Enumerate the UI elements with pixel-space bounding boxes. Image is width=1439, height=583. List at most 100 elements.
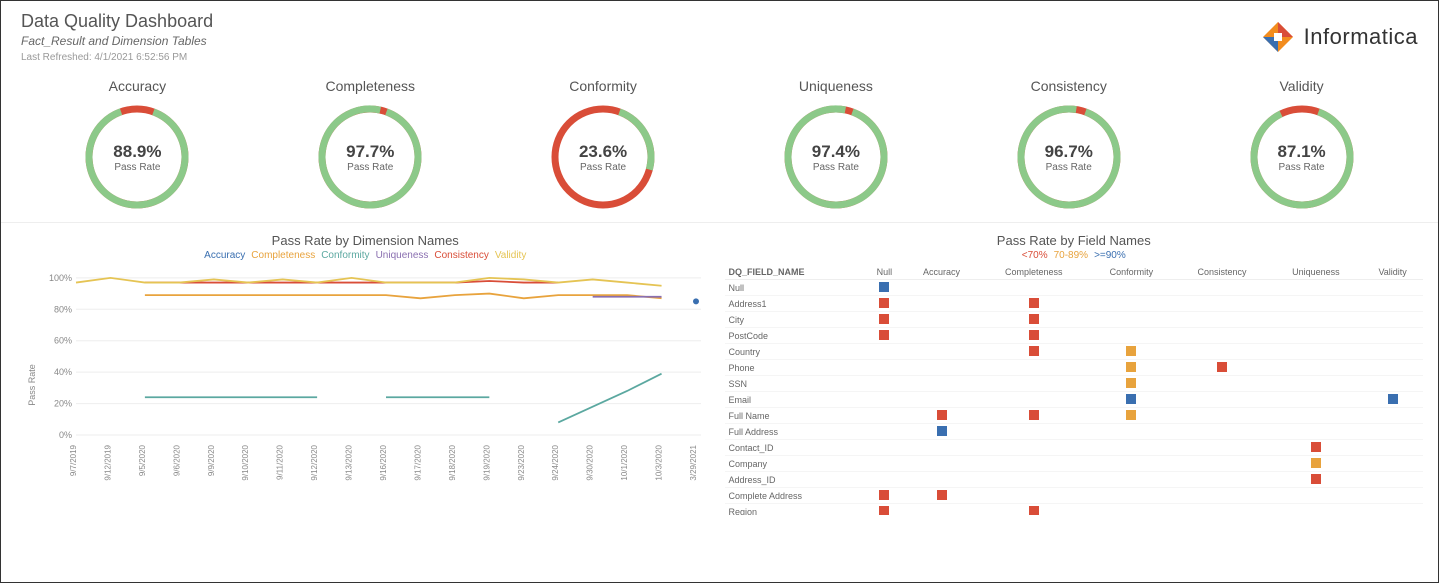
page-title: Data Quality Dashboard bbox=[21, 11, 213, 32]
svg-text:9/6/2020: 9/6/2020 bbox=[172, 444, 181, 476]
matrix-cell bbox=[1270, 392, 1363, 408]
matrix-col-consistency[interactable]: Consistency bbox=[1174, 265, 1269, 280]
matrix-cell bbox=[1088, 456, 1174, 472]
table-row[interactable]: Contact_ID bbox=[725, 440, 1424, 456]
matrix-col-null[interactable]: Null bbox=[865, 265, 904, 280]
matrix-legend-item[interactable]: <70% bbox=[1022, 250, 1048, 261]
row-name: Null bbox=[725, 280, 865, 296]
table-row[interactable]: Full Address bbox=[725, 424, 1424, 440]
table-row[interactable]: Company bbox=[725, 456, 1424, 472]
matrix-cell bbox=[904, 408, 979, 424]
matrix-cell bbox=[1088, 408, 1174, 424]
row-name: Full Address bbox=[725, 424, 865, 440]
matrix-cell bbox=[1270, 296, 1363, 312]
matrix-cell bbox=[979, 360, 1088, 376]
gauge-completeness[interactable]: Completeness 97.7% Pass Rate bbox=[270, 78, 470, 212]
legend-accuracy[interactable]: Accuracy bbox=[204, 250, 245, 261]
matrix-col-conformity[interactable]: Conformity bbox=[1088, 265, 1174, 280]
gauge-value: 87.1% bbox=[1277, 142, 1325, 162]
matrix-cell bbox=[1362, 344, 1423, 360]
matrix-col-accuracy[interactable]: Accuracy bbox=[904, 265, 979, 280]
matrix-cell bbox=[1088, 328, 1174, 344]
table-row[interactable]: Email bbox=[725, 392, 1424, 408]
matrix-cell bbox=[1270, 376, 1363, 392]
matrix-cell bbox=[1362, 408, 1423, 424]
gauge-value: 97.4% bbox=[812, 142, 860, 162]
gauge-title: Completeness bbox=[325, 78, 415, 94]
gauge-label: Pass Rate bbox=[813, 162, 859, 173]
matrix-cell bbox=[865, 424, 904, 440]
gauge-consistency[interactable]: Consistency 96.7% Pass Rate bbox=[969, 78, 1169, 212]
gauge-label: Pass Rate bbox=[580, 162, 626, 173]
table-row[interactable]: Null bbox=[725, 280, 1424, 296]
matrix-cell bbox=[1088, 376, 1174, 392]
gauge-uniqueness[interactable]: Uniqueness 97.4% Pass Rate bbox=[736, 78, 936, 212]
matrix-cell bbox=[865, 392, 904, 408]
matrix-cell bbox=[1088, 360, 1174, 376]
table-row[interactable]: Complete Address bbox=[725, 488, 1424, 504]
matrix-cell bbox=[1088, 440, 1174, 456]
matrix-cell bbox=[865, 280, 904, 296]
matrix-col-completeness[interactable]: Completeness bbox=[979, 265, 1088, 280]
line-chart[interactable]: 0%20%40%60%80%100%9/7/20199/12/20199/5/2… bbox=[46, 265, 706, 490]
matrix-cell bbox=[865, 328, 904, 344]
matrix-col-validity[interactable]: Validity bbox=[1362, 265, 1423, 280]
matrix-cell bbox=[1088, 504, 1174, 516]
svg-text:40%: 40% bbox=[54, 367, 72, 377]
legend-completeness[interactable]: Completeness bbox=[251, 250, 315, 261]
legend-uniqueness[interactable]: Uniqueness bbox=[376, 250, 429, 261]
matrix-cell bbox=[904, 488, 979, 504]
matrix-cell bbox=[1270, 312, 1363, 328]
matrix-cell bbox=[1362, 472, 1423, 488]
gauge-title: Validity bbox=[1280, 78, 1324, 94]
svg-text:9/18/2020: 9/18/2020 bbox=[448, 444, 457, 480]
matrix-cell bbox=[904, 456, 979, 472]
matrix-cell bbox=[1270, 360, 1363, 376]
gauge-accuracy[interactable]: Accuracy 88.9% Pass Rate bbox=[37, 78, 237, 212]
table-row[interactable]: Region bbox=[725, 504, 1424, 516]
legend-conformity[interactable]: Conformity bbox=[321, 250, 369, 261]
table-row[interactable]: Phone bbox=[725, 360, 1424, 376]
matrix-cell bbox=[904, 280, 979, 296]
matrix-cell bbox=[1362, 280, 1423, 296]
matrix-cell bbox=[1174, 296, 1269, 312]
legend-validity[interactable]: Validity bbox=[495, 250, 527, 261]
table-row[interactable]: PostCode bbox=[725, 328, 1424, 344]
matrix-cell bbox=[904, 392, 979, 408]
matrix-cell bbox=[865, 504, 904, 516]
table-row[interactable]: City bbox=[725, 312, 1424, 328]
legend-consistency[interactable]: Consistency bbox=[434, 250, 488, 261]
matrix-cell bbox=[1270, 424, 1363, 440]
table-row[interactable]: Address_ID bbox=[725, 472, 1424, 488]
svg-text:9/13/2020: 9/13/2020 bbox=[345, 444, 354, 480]
matrix-cell bbox=[1362, 360, 1423, 376]
matrix-cell bbox=[1088, 424, 1174, 440]
matrix-rowheader: DQ_FIELD_NAME bbox=[725, 265, 865, 280]
matrix-legend-item[interactable]: 70-89% bbox=[1054, 250, 1088, 261]
row-name: Full Name bbox=[725, 408, 865, 424]
svg-text:9/17/2020: 9/17/2020 bbox=[413, 444, 422, 480]
matrix-table[interactable]: DQ_FIELD_NAMENullAccuracyCompletenessCon… bbox=[725, 265, 1424, 515]
table-row[interactable]: Country bbox=[725, 344, 1424, 360]
svg-text:10/1/2020: 10/1/2020 bbox=[620, 444, 629, 480]
gauge-validity[interactable]: Validity 87.1% Pass Rate bbox=[1202, 78, 1402, 212]
row-name: Complete Address bbox=[725, 488, 865, 504]
table-row[interactable]: Full Name bbox=[725, 408, 1424, 424]
table-row[interactable]: Address1 bbox=[725, 296, 1424, 312]
gauge-conformity[interactable]: Conformity 23.6% Pass Rate bbox=[503, 78, 703, 212]
row-name: City bbox=[725, 312, 865, 328]
matrix-legend-item[interactable]: >=90% bbox=[1094, 250, 1126, 261]
matrix-col-uniqueness[interactable]: Uniqueness bbox=[1270, 265, 1363, 280]
y-axis-label: Pass Rate bbox=[27, 364, 37, 406]
gauge-title: Uniqueness bbox=[799, 78, 873, 94]
svg-text:9/16/2020: 9/16/2020 bbox=[379, 444, 388, 480]
gauge-label: Pass Rate bbox=[114, 162, 160, 173]
matrix-cell bbox=[1174, 360, 1269, 376]
gauge-row: Accuracy 88.9% Pass Rate Completeness 97… bbox=[1, 68, 1438, 223]
matrix-legend: <70% 70-89% >=90% bbox=[725, 250, 1424, 261]
table-row[interactable]: SSN bbox=[725, 376, 1424, 392]
matrix-cell bbox=[865, 344, 904, 360]
gauge-label: Pass Rate bbox=[1046, 162, 1092, 173]
matrix-cell bbox=[1270, 328, 1363, 344]
matrix-cell bbox=[1362, 376, 1423, 392]
